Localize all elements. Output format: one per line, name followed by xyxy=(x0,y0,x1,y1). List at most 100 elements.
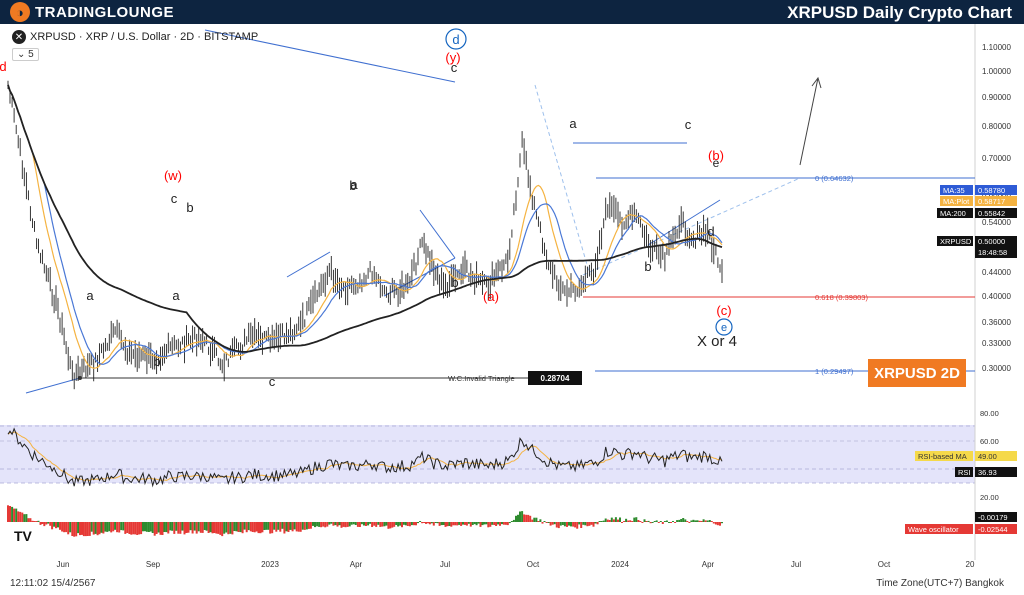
time-tick: Jun xyxy=(57,560,70,569)
osc-bar xyxy=(508,522,511,524)
osc-bar xyxy=(700,521,703,522)
wave-label: c xyxy=(171,191,178,206)
osc-bar xyxy=(387,522,390,529)
osc-bar xyxy=(670,522,672,523)
osc-bar xyxy=(77,522,80,534)
time-tick: Sep xyxy=(146,560,161,569)
osc-bar xyxy=(653,521,656,522)
ma200-tag-bg xyxy=(937,208,973,218)
osc-bar xyxy=(55,522,57,529)
osc-bar xyxy=(375,522,378,527)
wave-label: d xyxy=(707,224,714,239)
time-tick: Oct xyxy=(878,560,891,569)
osc-bar xyxy=(221,522,224,537)
osc-bar xyxy=(363,522,365,526)
osc-bar xyxy=(37,520,40,522)
rsi-tick: 60.00 xyxy=(980,437,999,446)
osc-bar xyxy=(279,522,282,532)
osc-bar xyxy=(17,511,20,522)
osc-bar xyxy=(665,520,668,522)
chevron-down-icon: ⌄ xyxy=(17,49,26,60)
osc-bar xyxy=(547,522,550,523)
osc-bar xyxy=(627,520,630,522)
price-tick: 0.80000 xyxy=(982,122,1011,131)
osc-bar xyxy=(338,522,341,526)
osc-value2: -0.02544 xyxy=(978,525,1008,534)
osc-bar xyxy=(88,522,91,536)
osc-bar xyxy=(502,522,505,525)
triangle-line-lower xyxy=(582,177,801,276)
osc-bar xyxy=(446,522,449,527)
osc-bar xyxy=(643,519,646,522)
maplot-tag-bg xyxy=(940,196,973,206)
osc-bar xyxy=(29,518,32,522)
osc-bar xyxy=(694,520,697,522)
osc-bar xyxy=(692,519,695,522)
osc-bar xyxy=(399,522,402,526)
osc-bar xyxy=(281,522,284,529)
banner-title: XRPUSD Daily Crypto Chart xyxy=(787,3,1012,22)
wave-label: b xyxy=(153,354,160,369)
osc-bar xyxy=(165,522,168,533)
osc-bar xyxy=(519,511,521,522)
osc-bar xyxy=(379,522,382,527)
osc-bar xyxy=(555,522,558,528)
osc-bar xyxy=(529,515,532,522)
projection-arrowhead xyxy=(811,76,822,89)
osc-bar xyxy=(543,521,546,522)
osc-bar xyxy=(592,522,595,527)
osc-bar xyxy=(510,521,513,522)
osc-bar xyxy=(491,522,494,525)
osc-bar xyxy=(559,522,562,526)
osc-bar xyxy=(523,514,526,522)
wave-circle-e xyxy=(715,318,733,336)
osc-bar xyxy=(584,522,587,526)
osc-bar xyxy=(265,522,268,530)
ma35-value-bg xyxy=(975,185,1017,195)
close-icon[interactable]: ✕ xyxy=(12,30,26,44)
osc-bar xyxy=(312,522,314,526)
osc-bar xyxy=(659,521,662,522)
wave-label: (a) xyxy=(483,289,499,304)
time-tick: Oct xyxy=(527,560,540,569)
osc-bar xyxy=(619,517,621,522)
osc-bar xyxy=(438,522,441,526)
osc-bar xyxy=(102,522,105,534)
osc-bar xyxy=(81,522,83,535)
osc-bar xyxy=(473,522,476,525)
osc-bar xyxy=(215,522,218,534)
wave-label-d: d xyxy=(452,32,459,47)
osc-bar xyxy=(625,518,628,522)
price-tick: 0.30000 xyxy=(982,364,1011,373)
osc-bar xyxy=(301,522,304,530)
osc-bar xyxy=(698,520,701,522)
price-tick: 0.60000 xyxy=(982,191,1011,200)
osc-bar xyxy=(273,522,276,530)
time-tick: 20 xyxy=(966,560,975,569)
osc-bar xyxy=(572,522,575,527)
wave-label: (b) xyxy=(708,148,724,163)
osc-bar xyxy=(227,522,230,535)
price-tick: 1.10000 xyxy=(982,43,1011,52)
osc-bar xyxy=(267,522,270,530)
osc-bar xyxy=(199,522,202,533)
trendline-5 xyxy=(419,209,456,259)
rsi-tick: 20.00 xyxy=(980,493,999,502)
symbol-title[interactable]: ✕ XRPUSD · XRP / U.S. Dollar · 2D · BITS… xyxy=(12,30,258,44)
indicator-toggle[interactable]: ⌄ 5 xyxy=(12,48,39,61)
price-tick: 0.33000 xyxy=(982,339,1011,348)
rsi-series-layer xyxy=(7,427,723,488)
symbol-tag: XRPUSD xyxy=(940,237,972,246)
osc-bar xyxy=(629,520,632,522)
osc-bar xyxy=(383,522,386,527)
osc-bar xyxy=(504,522,507,525)
osc-bar xyxy=(116,522,119,533)
timezone[interactable]: Time Zone(UTC+7) Bangkok xyxy=(876,578,1004,589)
last-price-value: 0.50000 xyxy=(978,237,1005,246)
chart-canvas[interactable]: 1.10000 1.00000 0.90000 0.80000 0.70000 0.600… xyxy=(0,24,1024,595)
maplot-tag-value: 0.58717 xyxy=(978,197,1005,206)
osc-bar xyxy=(497,522,500,525)
osc-bar xyxy=(207,522,210,533)
osc-bar xyxy=(57,522,59,528)
osc-value2-bg xyxy=(975,524,1017,534)
